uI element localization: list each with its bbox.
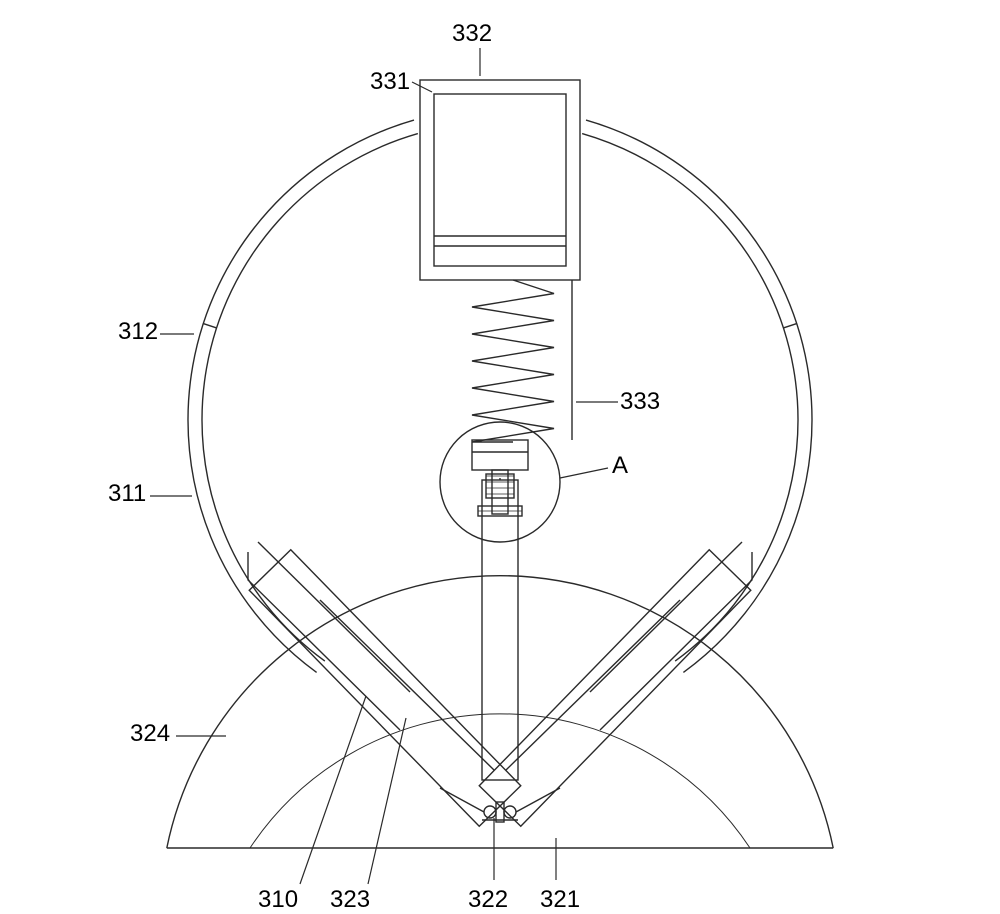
- label-333: 333: [620, 388, 660, 416]
- label-A: A: [612, 452, 628, 480]
- label-311: 311: [108, 480, 146, 508]
- diagram-svg: [0, 0, 1000, 911]
- label-331: 331: [370, 68, 410, 96]
- diagram-stage: 332 331 312 333 A 311 324 310 323 322 321: [0, 0, 1000, 911]
- label-312: 312: [118, 318, 158, 346]
- label-322: 322: [468, 886, 508, 914]
- label-321: 321: [540, 886, 580, 914]
- label-324: 324: [130, 720, 170, 748]
- label-310: 310: [258, 886, 298, 914]
- label-323: 323: [330, 886, 370, 914]
- label-332: 332: [452, 20, 492, 48]
